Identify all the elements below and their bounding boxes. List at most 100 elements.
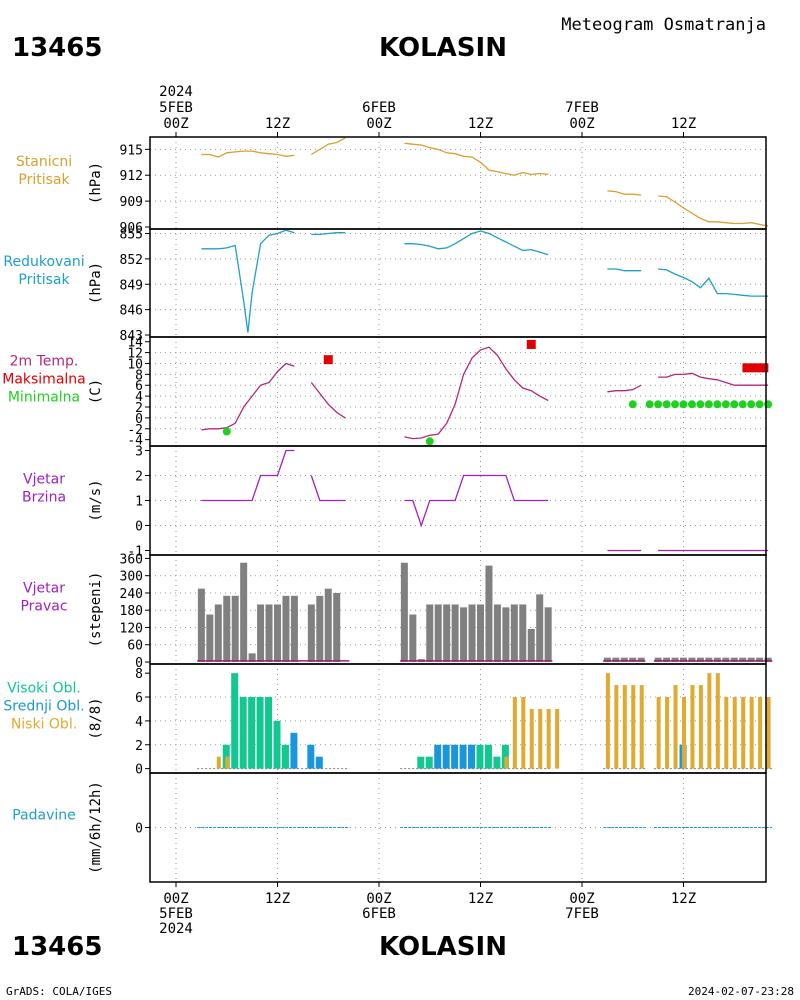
y-tick-label: 0 [135, 763, 143, 778]
side-label: Redukovani [3, 254, 84, 270]
cloud-bar [273, 720, 281, 769]
tmax-marker [526, 339, 536, 349]
top-time-label: 00Z [163, 116, 188, 132]
direction-bar [637, 657, 645, 662]
cloud-bar [281, 744, 289, 769]
tmin-marker [721, 400, 730, 409]
side-label: Padavine [12, 808, 76, 824]
bottom-time-label: 00Z [366, 891, 391, 907]
bottom-time-label: 7FEB [565, 906, 599, 922]
unit-label: (8/8) [88, 697, 104, 739]
y-tick-label: 4 [135, 715, 143, 730]
wind_speed-series-line [201, 449, 295, 502]
bottom-time-label: 00Z [163, 891, 188, 907]
y-tick-label: 360 [120, 552, 143, 567]
tmax-marker [323, 355, 333, 365]
direction-bar [426, 604, 434, 662]
tmin-marker [696, 400, 705, 409]
cloud-bar [555, 708, 560, 769]
direction-bar [764, 657, 772, 662]
y-tick-label: 912 [120, 169, 143, 184]
cloud-bar [749, 697, 754, 769]
y-tick-label: 2 [135, 470, 143, 485]
direction-bar [468, 604, 476, 662]
cloud-bar [315, 756, 323, 769]
side-label: Pritisak [18, 172, 70, 188]
side-label: Minimalna [8, 390, 80, 406]
side-label: Srednji Obl. [3, 699, 84, 715]
unit-label: (mm/6h/12h) [88, 781, 104, 874]
cloud-bar [682, 697, 686, 769]
side-label: Maksimalna [2, 372, 86, 388]
tmin-marker [713, 400, 722, 409]
tmax-marker [750, 363, 760, 373]
direction-bar [671, 657, 679, 662]
cloud-bar [690, 685, 695, 769]
cloud-bar [521, 697, 526, 769]
y-tick-label: 8 [135, 368, 143, 383]
top-time-label: 7FEB [565, 100, 599, 116]
footer-right: 2024-02-07-23:28 [688, 985, 794, 998]
side-label: Visoki Obl. [7, 681, 81, 697]
side-label: Pritisak [18, 272, 70, 288]
direction-bar [722, 657, 730, 662]
bottom-time-label: 12Z [468, 891, 493, 907]
y-tick-label: 0 [135, 412, 143, 427]
direction-bar [434, 604, 442, 662]
temperature-series-line [404, 346, 549, 440]
bottom-time-label: 2024 [159, 921, 193, 937]
direction-bar [629, 657, 637, 662]
direction-bar [197, 588, 205, 662]
y-tick-label: 849 [120, 278, 143, 293]
reduced_pressure-series-line [658, 268, 769, 297]
direction-bar [705, 657, 713, 662]
y-tick-label: 843 [120, 329, 143, 344]
y-tick-label: 300 [120, 570, 143, 585]
side-label: Pravac [20, 599, 67, 615]
tmin-marker [755, 400, 764, 409]
cloud-bar [425, 756, 433, 769]
station_pressure-series-line [607, 190, 642, 196]
wind_speed-panel: -1 0 1 2 3 (m/s) Vjetar Brzina [22, 445, 769, 560]
cloud-bar [546, 708, 551, 769]
side-label: Stanicni [16, 154, 72, 170]
top-time-label: 5FEB [159, 100, 193, 116]
cloud-bar [265, 697, 273, 769]
direction-bar [409, 614, 417, 662]
cloud-bar [493, 756, 501, 769]
bottom-time-label: 00Z [569, 891, 594, 907]
direction-bar [747, 657, 755, 662]
side-label: Vjetar [23, 581, 65, 597]
direction-bar [663, 657, 671, 662]
unit-label: (stepeni) [88, 572, 104, 648]
temperature-series-line [310, 382, 346, 419]
cloud-bar [504, 756, 509, 769]
direction-bar [603, 657, 611, 662]
tmax-marker [742, 363, 752, 373]
station_pressure-series-line [310, 137, 346, 156]
y-tick-label: 240 [120, 587, 143, 602]
tmin-marker [730, 400, 739, 409]
y-tick-label: 0 [135, 520, 143, 535]
cloud-bar [459, 744, 467, 769]
wind_speed-series-line [404, 474, 549, 528]
y-tick-label: -4 [127, 434, 143, 449]
top-time-label: 2024 [159, 84, 193, 100]
y-tick-label: 0 [135, 822, 143, 837]
direction-bar [316, 595, 324, 662]
y-tick-label: 6 [135, 691, 143, 706]
y-tick-label: 1 [135, 495, 143, 510]
direction-bar [214, 604, 222, 662]
cloud-bar [248, 697, 256, 769]
product-title: Meteogram Osmatranja [561, 15, 766, 35]
direction-bar [696, 657, 704, 662]
temperature-frame [149, 336, 767, 447]
cloud-bar [216, 756, 221, 769]
side-label: Niski Obl. [11, 717, 77, 733]
y-tick-label: 180 [120, 604, 143, 619]
tmax-marker [759, 363, 769, 373]
cloud-bar [614, 685, 619, 769]
y-tick-label: 14 [127, 336, 143, 351]
direction-bar [485, 565, 493, 662]
